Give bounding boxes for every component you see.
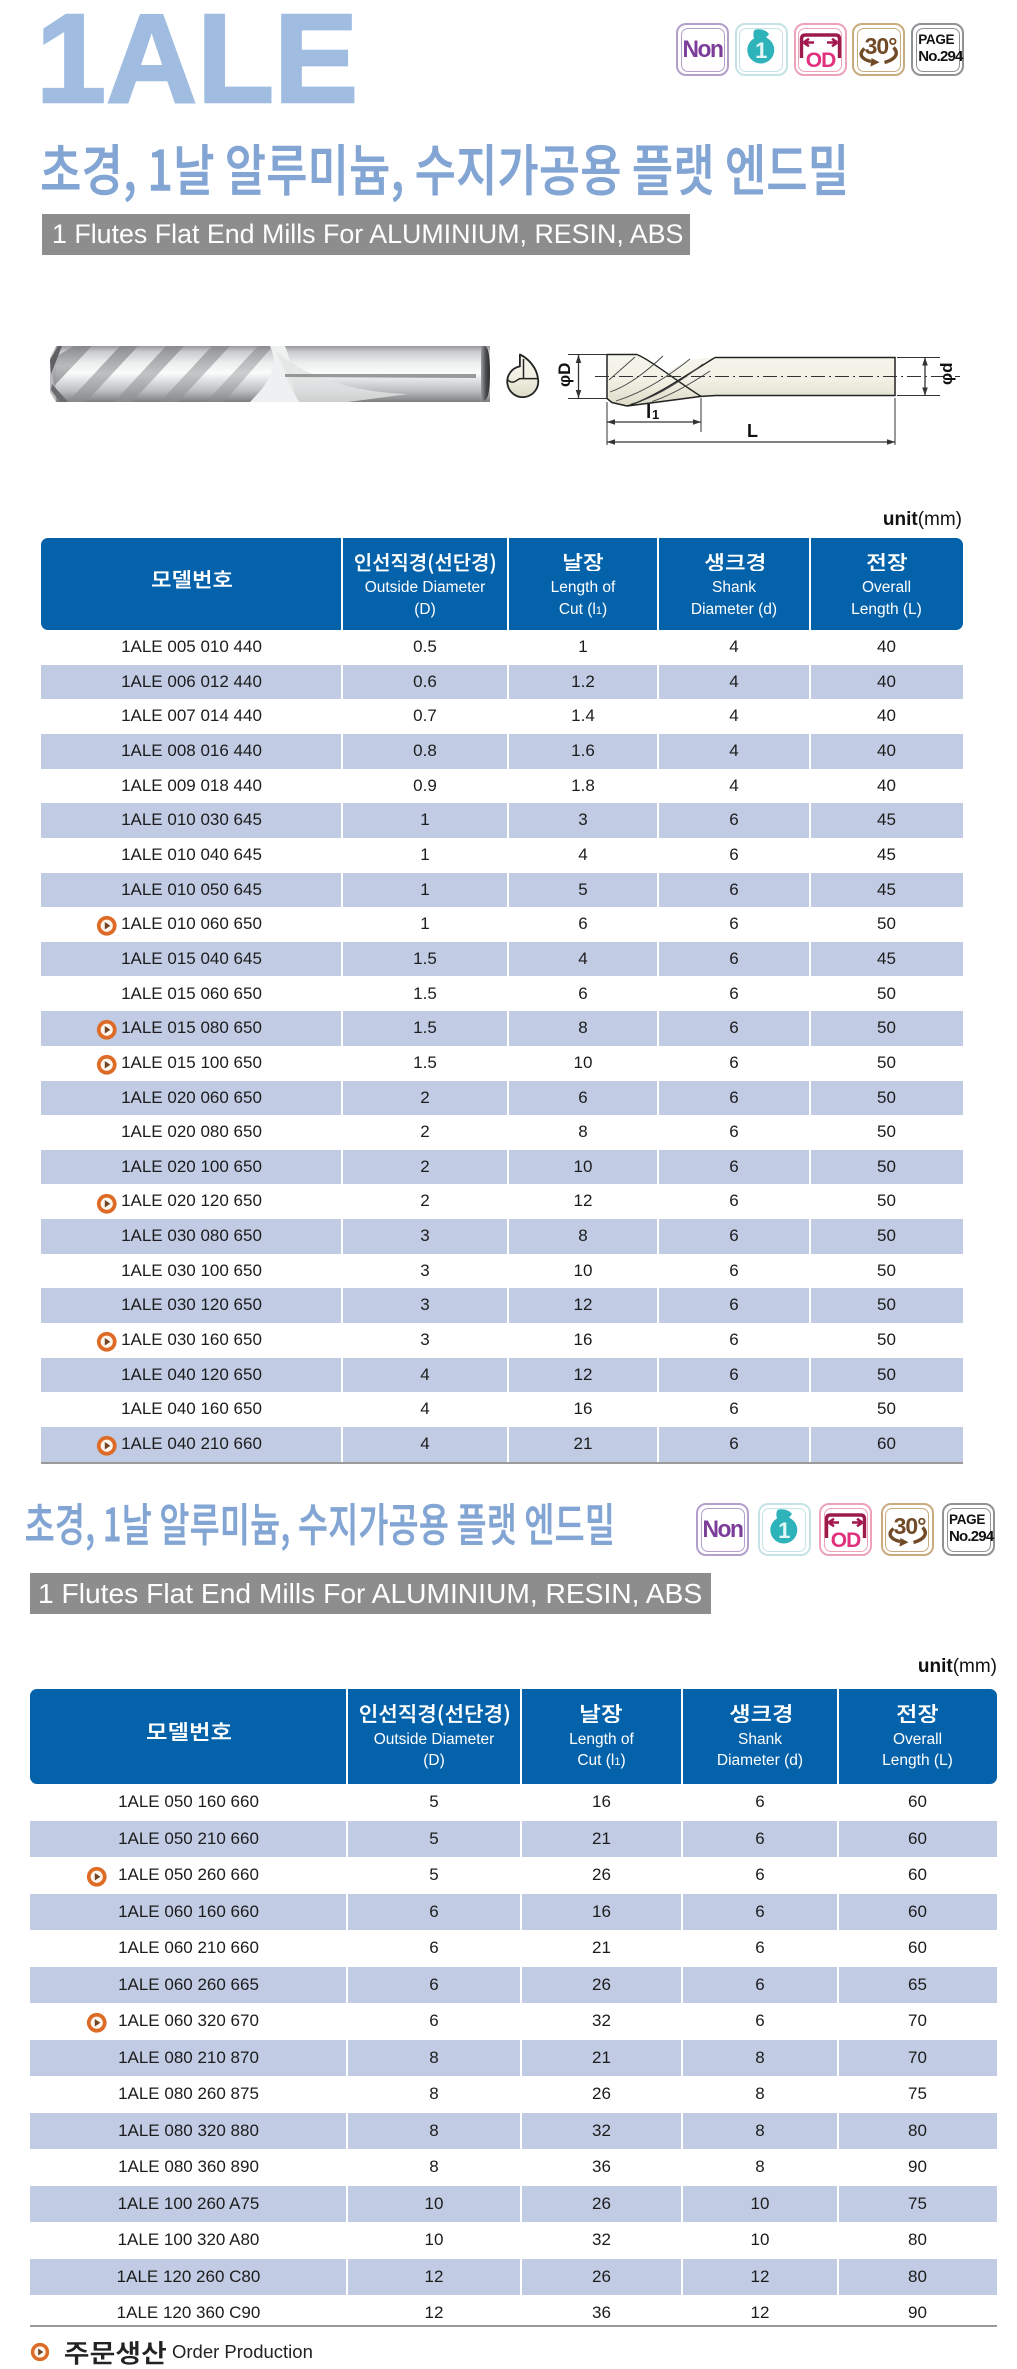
svg-text:1: 1	[755, 38, 767, 63]
svg-text:1: 1	[778, 1518, 790, 1543]
svg-text:φD: φD	[555, 363, 574, 387]
svg-text:OD: OD	[831, 1529, 861, 1552]
svg-text:L: L	[747, 421, 758, 441]
svg-text:l: l	[646, 402, 651, 423]
svg-text:OD: OD	[805, 49, 835, 72]
svg-text:30°: 30°	[893, 1513, 926, 1539]
svg-text:1: 1	[652, 407, 659, 422]
svg-text:30°: 30°	[865, 33, 898, 59]
svg-text:φd: φd	[937, 362, 956, 385]
